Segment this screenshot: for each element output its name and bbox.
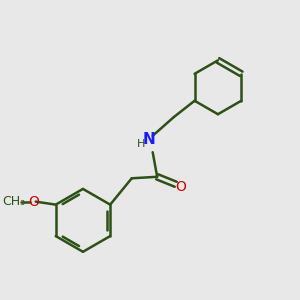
Text: H: H xyxy=(137,139,146,149)
Text: N: N xyxy=(143,132,155,147)
Text: O: O xyxy=(176,180,187,194)
Text: O: O xyxy=(28,195,39,208)
Text: CH₃: CH₃ xyxy=(2,195,26,208)
